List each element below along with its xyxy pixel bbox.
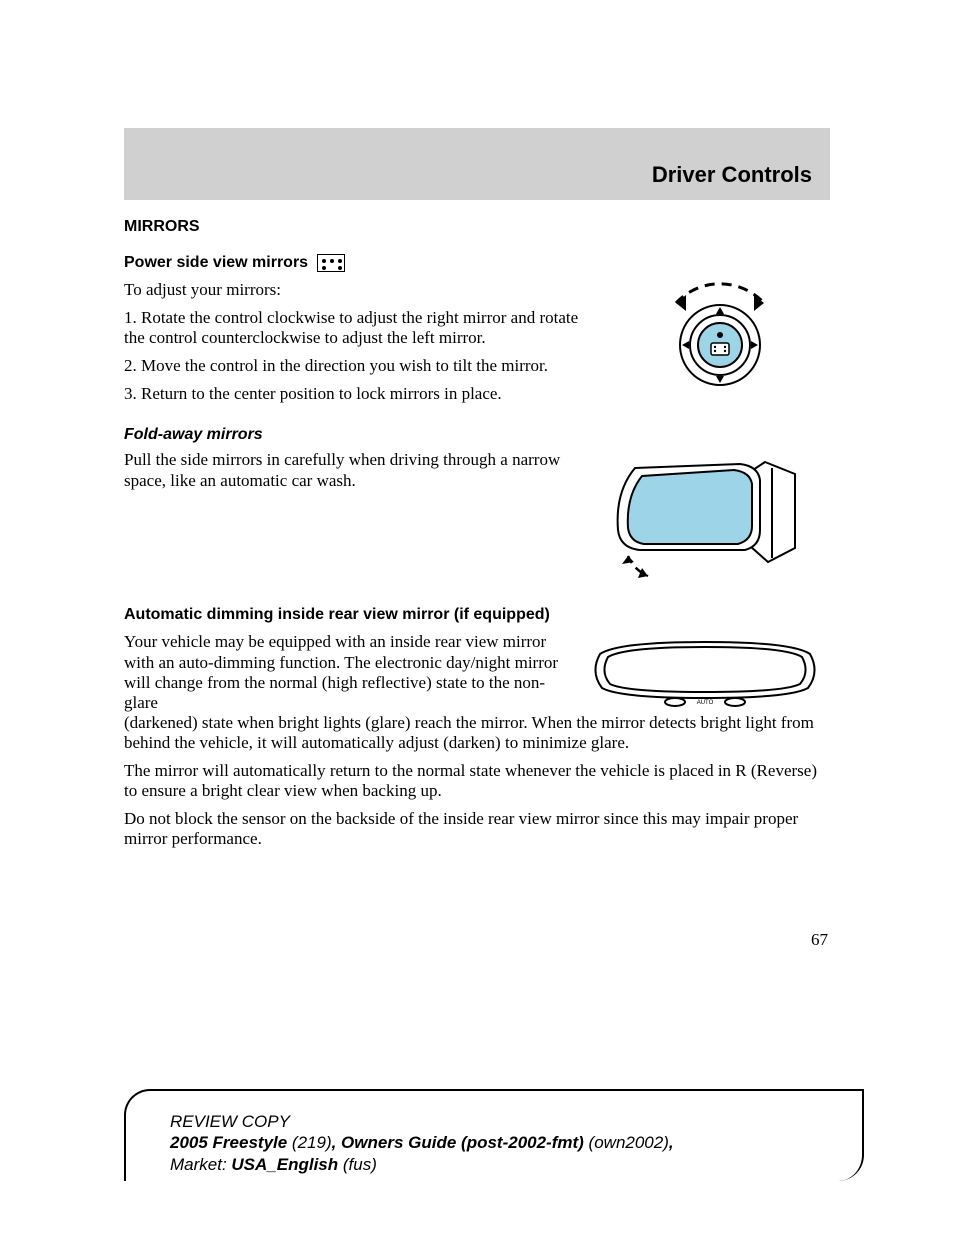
auto-dim-p2: The mirror will automatically return to …: [124, 761, 830, 801]
mirror-control-figure: [610, 280, 830, 412]
page-header-title: Driver Controls: [652, 162, 812, 188]
footer-l2-a: 2005 Freestyle: [170, 1133, 292, 1152]
footer-l3-b: USA_English: [231, 1155, 342, 1174]
header-bar: Driver Controls: [124, 128, 830, 200]
fold-away-row: Pull the side mirrors in carefully when …: [124, 450, 830, 590]
footer-box: REVIEW COPY 2005 Freestyle (219), Owners…: [124, 1089, 864, 1181]
auto-dim-text-left: Your vehicle may be equipped with an ins…: [124, 632, 568, 712]
auto-dim-p1: Your vehicle may be equipped with an ins…: [124, 632, 568, 712]
subheading-auto-dim: Automatic dimming inside rear view mirro…: [124, 606, 830, 624]
power-side-text: To adjust your mirrors: 1. Rotate the co…: [124, 280, 598, 412]
footer-l2-d: (own2002): [589, 1133, 669, 1152]
subheading-power-side-view-text: Power side view mirrors: [124, 254, 308, 271]
power-side-intro: To adjust your mirrors:: [124, 280, 598, 300]
page: Driver Controls MIRRORS Power side view …: [0, 0, 954, 1235]
footer-l3-c: (fus): [343, 1155, 377, 1174]
fold-away-text: Pull the side mirrors in carefully when …: [124, 450, 588, 590]
mirror-control-icon: [317, 254, 345, 272]
footer-line-1: REVIEW COPY: [170, 1111, 836, 1132]
subheading-power-side-view: Power side view mirrors: [124, 254, 830, 272]
fold-away-figure: [600, 450, 830, 590]
footer-line-2: 2005 Freestyle (219), Owners Guide (post…: [170, 1132, 836, 1153]
rear-view-auto-label: AUTO: [697, 700, 714, 706]
footer-l2-c: , Owners Guide (post-2002-fmt): [332, 1133, 589, 1152]
footer-l2-b: (219): [292, 1133, 332, 1152]
rear-view-figure: AUTO: [580, 632, 830, 712]
power-side-step-2: 2. Move the control in the direction you…: [124, 356, 598, 376]
footer-line-3: Market: USA_English (fus): [170, 1154, 836, 1175]
footer-l3-a: Market:: [170, 1155, 231, 1174]
power-side-row: To adjust your mirrors: 1. Rotate the co…: [124, 280, 830, 412]
auto-dim-p1b: (darkened) state when bright lights (gla…: [124, 713, 830, 753]
auto-dim-p3: Do not block the sensor on the backside …: [124, 809, 830, 849]
footer-l2-e: ,: [669, 1133, 674, 1152]
page-number: 67: [811, 930, 828, 950]
auto-dim-row: Your vehicle may be equipped with an ins…: [124, 632, 830, 712]
power-side-step-3: 3. Return to the center position to lock…: [124, 384, 598, 404]
fold-away-body: Pull the side mirrors in carefully when …: [124, 450, 588, 490]
power-side-step-1: 1. Rotate the control clockwise to adjus…: [124, 308, 598, 348]
subheading-fold-away: Fold-away mirrors: [124, 426, 830, 444]
section-heading-mirrors: MIRRORS: [124, 218, 830, 236]
